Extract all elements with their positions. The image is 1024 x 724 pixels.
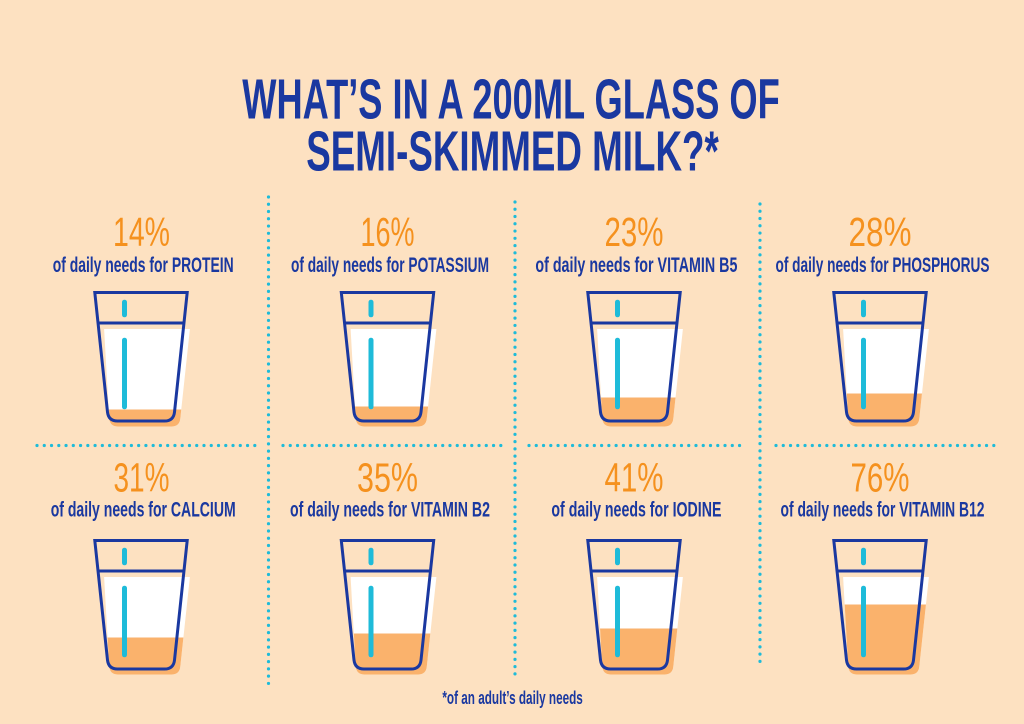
svg-text:35%: 35% [357, 455, 418, 501]
svg-text:31%: 31% [114, 455, 170, 501]
svg-text:WHAT’S IN A 200ML GLASS OF: WHAT’S IN A 200ML GLASS OF [242, 69, 780, 132]
svg-text:of daily needs for VITAMIN B5: of daily needs for VITAMIN B5 [535, 254, 737, 277]
svg-text:23%: 23% [605, 209, 664, 255]
svg-text:of daily needs for PROTEIN: of daily needs for PROTEIN [53, 254, 234, 277]
svg-text:28%: 28% [849, 209, 912, 255]
svg-text:14%: 14% [113, 209, 170, 255]
svg-text:SEMI-SKIMMED MILK?*: SEMI-SKIMMED MILK?* [306, 121, 719, 184]
svg-text:of daily needs for CALCIUM: of daily needs for CALCIUM [51, 499, 236, 522]
svg-text:of daily needs for IODINE: of daily needs for IODINE [551, 499, 721, 522]
svg-text:76%: 76% [851, 455, 910, 501]
svg-text:of daily needs for VITAMIN B2: of daily needs for VITAMIN B2 [290, 499, 490, 522]
svg-text:of daily needs for PHOSPHORUS: of daily needs for PHOSPHORUS [776, 254, 990, 277]
svg-text:of daily needs for VITAMIN B12: of daily needs for VITAMIN B12 [781, 499, 985, 522]
svg-text:16%: 16% [361, 209, 415, 255]
svg-text:41%: 41% [605, 455, 664, 501]
svg-text:*of an adult’s daily needs: *of an adult’s daily needs [442, 687, 583, 708]
svg-text:of daily needs for POTASSIUM: of daily needs for POTASSIUM [291, 254, 489, 277]
